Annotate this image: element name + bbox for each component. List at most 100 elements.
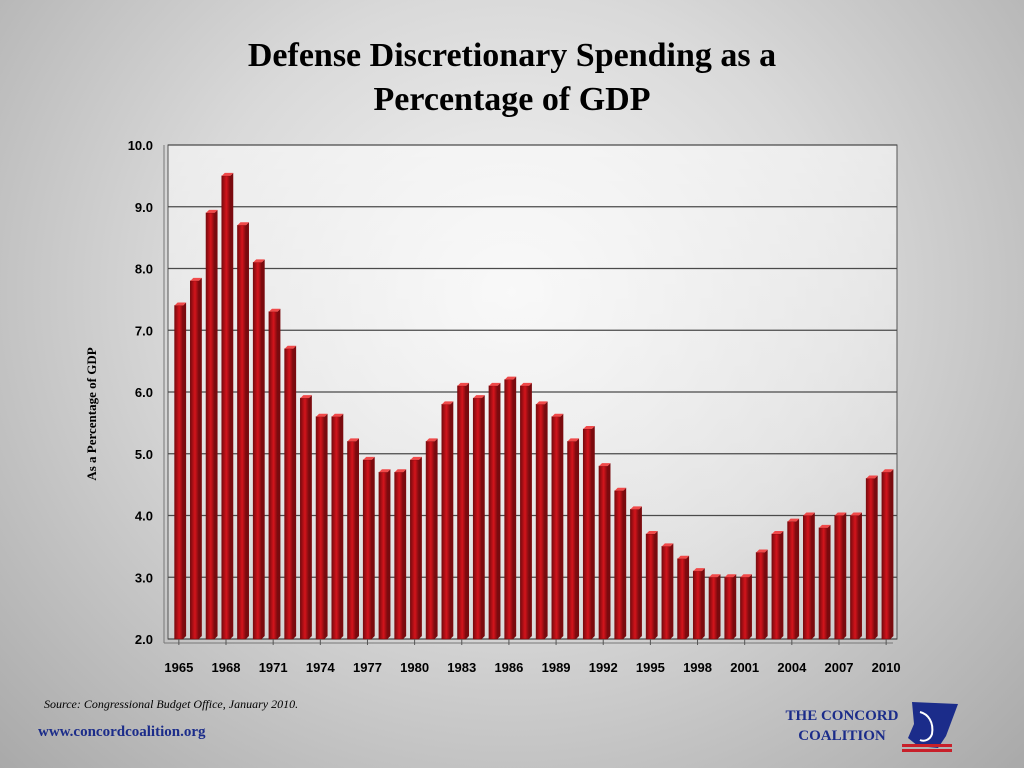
- bar-side: [324, 413, 328, 639]
- bar: [394, 469, 407, 640]
- bar: [630, 506, 642, 640]
- concord-coalition-logo: THE CONCORD COALITION: [772, 700, 972, 756]
- bar-front: [284, 348, 294, 640]
- y-tick-label: 5.0: [135, 447, 153, 462]
- bar: [237, 222, 249, 640]
- bar-side: [356, 438, 359, 639]
- bar-top: [504, 376, 517, 380]
- bar: [661, 543, 674, 640]
- bar: [174, 302, 187, 640]
- bar-front: [645, 533, 655, 640]
- bar: [535, 401, 548, 640]
- bar-top: [850, 512, 862, 516]
- bar-top: [331, 413, 344, 417]
- bar: [865, 475, 878, 640]
- bar-side: [403, 469, 407, 639]
- bar-side: [843, 512, 847, 639]
- bar-side: [434, 438, 438, 639]
- bar-front: [504, 379, 514, 640]
- bar-front: [347, 441, 357, 640]
- bar-top: [488, 382, 501, 386]
- bar-top: [724, 574, 737, 578]
- bar: [331, 413, 344, 640]
- bar-front: [488, 385, 498, 640]
- bar-front: [410, 459, 420, 640]
- bar: [787, 518, 800, 640]
- bar: [740, 574, 752, 640]
- bar-top: [253, 259, 265, 263]
- bar-top: [756, 549, 768, 553]
- bar: [771, 531, 784, 640]
- bar-side: [418, 456, 422, 639]
- bar: [221, 172, 234, 640]
- x-axis-ticks: 1965 1968 1971 1974 1977 1980 1983 1986 1989 1992…: [164, 639, 901, 675]
- y-tick-label: 3.0: [135, 570, 153, 585]
- bar: [472, 395, 485, 640]
- bar-top: [598, 463, 611, 467]
- x-tick-label: 2007: [825, 660, 854, 675]
- bar: [410, 456, 422, 640]
- bar-top: [834, 512, 847, 516]
- bar-front: [520, 385, 530, 640]
- website-link[interactable]: www.concordcoalition.org: [38, 724, 206, 740]
- bar-top: [316, 413, 328, 417]
- bar-top: [221, 172, 234, 176]
- bar-front: [472, 397, 483, 640]
- y-tick-label: 10.0: [128, 138, 153, 153]
- bar-side: [638, 506, 642, 639]
- bar-front: [740, 576, 750, 640]
- bar-front: [677, 558, 687, 640]
- bar-side: [513, 376, 517, 639]
- bar-side: [827, 524, 831, 639]
- x-tick-label: 1989: [542, 660, 571, 675]
- bar-side: [607, 463, 611, 639]
- bar: [881, 469, 894, 640]
- y-axis-label: As a Percentage of GDP: [84, 347, 99, 481]
- bar: [457, 382, 470, 640]
- bar-side: [340, 413, 344, 639]
- bar-side: [748, 574, 752, 639]
- bar-front: [708, 576, 718, 640]
- bar-top: [551, 413, 564, 417]
- bar-side: [701, 568, 705, 639]
- bar: [724, 574, 737, 640]
- bar-top: [583, 426, 595, 430]
- bar: [755, 549, 768, 640]
- source-note: Source: Congressional Budget Office, Jan…: [44, 697, 299, 711]
- bar-top: [803, 512, 815, 516]
- bar: [205, 209, 218, 640]
- bar-top: [709, 574, 721, 578]
- y-tick-label: 4.0: [135, 509, 153, 524]
- bar-front: [237, 224, 247, 640]
- x-tick-label: 1971: [259, 660, 288, 675]
- bar-front: [614, 490, 624, 640]
- bar: [315, 413, 328, 640]
- bar-front: [881, 471, 891, 640]
- bar-top: [378, 469, 391, 473]
- logo-line-1: THE CONCORD: [785, 708, 899, 724]
- bar-side: [591, 426, 595, 639]
- bar-top: [300, 395, 312, 399]
- bar-top: [174, 302, 187, 306]
- bar-side: [780, 531, 784, 639]
- bar-front: [174, 305, 184, 640]
- bar-top: [190, 277, 202, 281]
- bar-top: [268, 308, 281, 312]
- bar-top: [740, 574, 752, 578]
- bar-top: [787, 518, 800, 522]
- bar-front: [818, 527, 828, 640]
- bar-front: [692, 570, 703, 640]
- y-tick-label: 9.0: [135, 200, 153, 215]
- bar-front: [787, 521, 797, 640]
- bar: [834, 512, 847, 640]
- x-tick-label: 1995: [636, 660, 665, 675]
- bar-front: [252, 262, 262, 640]
- bar-front: [771, 533, 781, 640]
- bar-side: [717, 574, 721, 639]
- bar-front: [582, 428, 593, 640]
- bar: [520, 382, 532, 640]
- x-tick-label: 1965: [164, 660, 193, 675]
- bar-side: [293, 345, 297, 639]
- bar-side: [277, 308, 281, 639]
- bar-front: [661, 546, 671, 640]
